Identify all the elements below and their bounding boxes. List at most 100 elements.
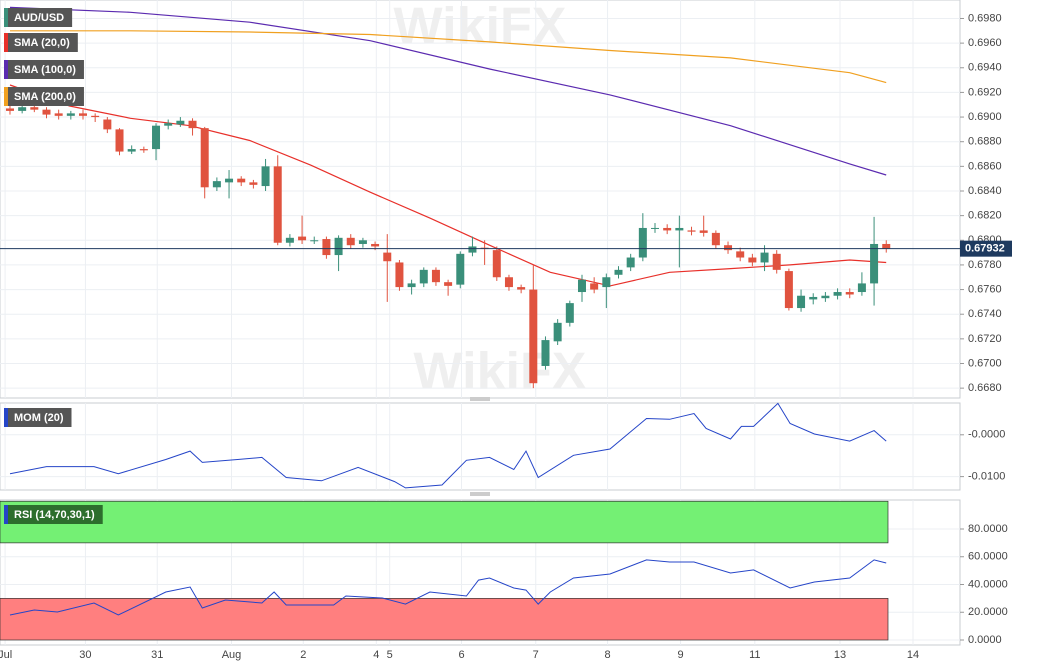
candle-body [857,283,866,293]
candle-body [614,269,623,275]
candle-body [444,282,453,286]
y-tick-label: 0.6960 [968,37,1002,49]
y-tick-label: 0.6680 [968,382,1002,394]
candle-body [456,253,465,285]
candle-body [334,237,343,256]
legend-swatch [4,8,8,27]
candle-body [675,227,684,231]
candle-body [358,240,367,244]
candle-body [784,271,793,309]
legend-swatch [4,33,8,52]
candle-body [870,243,879,284]
last-price-tag [960,240,1012,257]
candle-body [322,239,331,256]
y-tick-label: 80.0000 [968,523,1008,535]
legend-box [4,87,84,106]
candle-body [103,119,112,130]
candle-body [468,246,477,253]
candle-body [602,277,611,288]
legend-swatch [4,408,8,427]
separator[interactable] [470,492,490,496]
y-tick-label: 0.6880 [968,136,1002,148]
y-tick-label: 60.0000 [968,551,1008,563]
x-tick-label: 2 [300,649,306,661]
legend-item: MOM (20) [4,408,72,427]
legend-label: MOM (20) [14,412,64,424]
candle-body [212,181,221,188]
mom-panel [0,402,961,491]
x-tick-label: 7 [533,649,539,661]
y-tick-label: 40.0000 [968,578,1008,590]
candle-body [152,125,161,150]
legend-item: RSI (14,70,30,1) [4,505,103,524]
candle-body [91,115,100,118]
legend-item: AUD/USD [4,8,73,27]
candle-body [54,113,63,116]
candle-body [565,303,574,323]
candle-body [724,245,733,251]
candle-body [371,243,380,247]
y-tick-label: 20.0000 [968,606,1008,618]
candle-body [273,166,282,243]
watermark: WikiFX [394,0,567,56]
y-tick-label: 0.6900 [968,111,1002,123]
candle-body [261,166,270,187]
sma-line [10,30,887,84]
candle-body [699,230,708,233]
candle-body [18,107,27,111]
candle-body [5,108,14,111]
candle-body [42,109,51,115]
candle-body [285,237,294,243]
indicator-line [9,402,887,489]
candle-body [407,283,416,288]
candle-body [431,269,440,283]
candle-body [651,227,660,229]
x-tick-label: 6 [458,649,464,661]
candle-body [529,289,538,384]
candle-body [541,340,550,366]
candle-body [79,113,88,116]
legend-item: SMA (20,0) [4,33,78,52]
legend-item: SMA (100,0) [4,60,84,79]
candle-body [298,236,307,241]
y-tick-label: 0.6980 [968,12,1002,24]
candle-body [687,230,696,232]
separator[interactable] [470,397,490,401]
y-tick-label: 0.6940 [968,62,1002,74]
x-tick-label: 31 [151,649,163,661]
x-tick-label: 5 [387,649,393,661]
legend-label: AUD/USD [14,12,64,24]
legend-swatch [4,87,8,106]
candle-body [797,295,806,309]
watermark: WikiFX [414,343,587,401]
last-price-label: 0.67932 [965,243,1005,255]
x-tick-label: 13 [834,649,846,661]
candle-body [66,113,75,116]
legend-label: SMA (100,0) [14,64,76,76]
y-tick-label: 0.6780 [968,259,1002,271]
candle-body [188,120,197,129]
y-tick-label: 0.6920 [968,86,1002,98]
legend-label: SMA (200,0) [14,91,76,103]
candle-body [845,292,854,295]
legend-box [4,33,78,52]
rsi-band [0,598,889,641]
candle-body [249,182,258,185]
candle-body [127,149,136,152]
candle-body [237,178,246,183]
candle-body [663,227,672,231]
x-tick-label: 11 [749,649,760,661]
candle-body [748,257,757,263]
x-tick-label: 4 [373,649,379,661]
candle-body [419,269,428,284]
x-tick-label: Aug [222,649,242,661]
y-tick-label: 0.6740 [968,308,1002,320]
legend-box [4,60,84,79]
y-tick-label: -0.0100 [968,471,1005,483]
candle-body [821,295,830,299]
rsi-band [0,500,889,544]
price-panel [0,0,961,399]
legend-item: SMA (200,0) [4,87,84,106]
candle-body [833,292,842,296]
x-tick-label: 8 [604,649,610,661]
